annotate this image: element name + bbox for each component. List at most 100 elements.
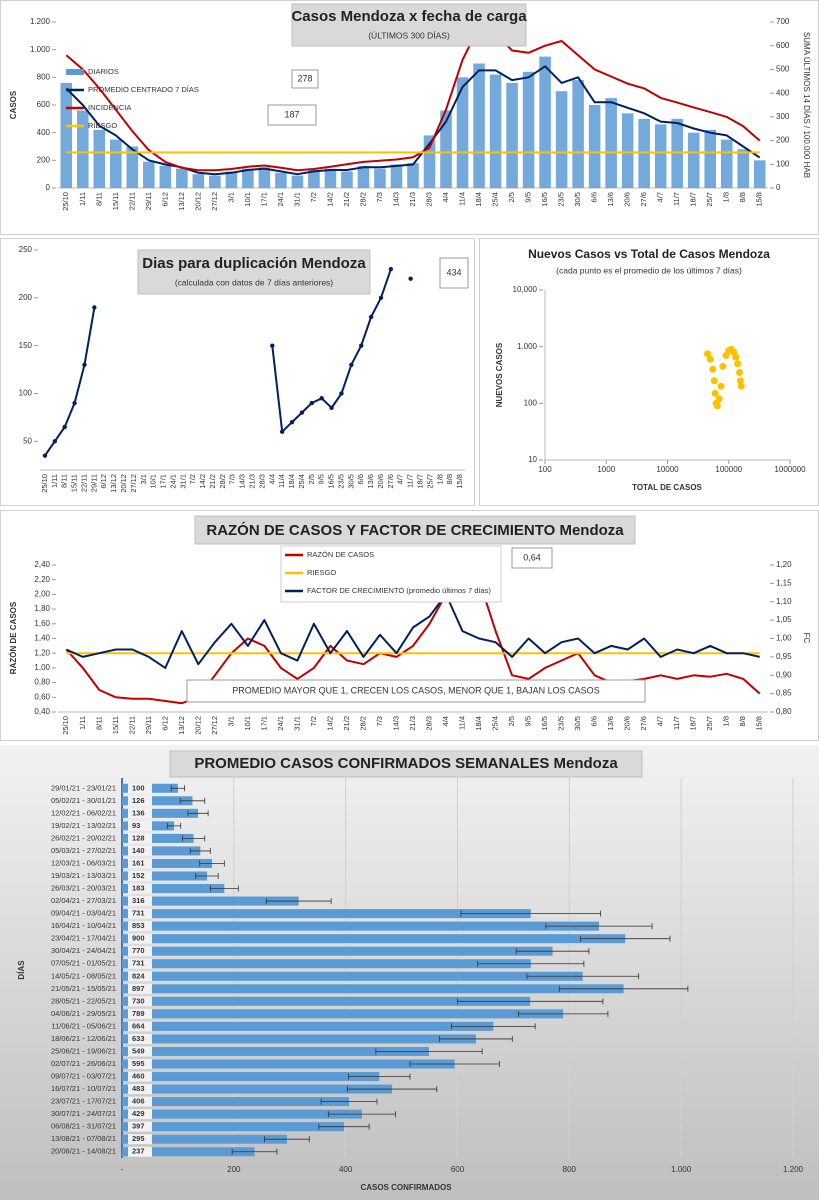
x-tick-label: 14/3	[391, 192, 400, 207]
x-tick-label: 400	[339, 1165, 353, 1174]
x-tick-label: 30/5	[573, 716, 582, 731]
x-tick-label: 23/5	[557, 192, 566, 207]
y-tick-label: 500	[776, 65, 790, 74]
x-tick-label: 21/3	[408, 716, 417, 731]
y-tick-label: 0,80	[34, 678, 50, 687]
y-tick-label: 2,40	[34, 560, 50, 569]
y-tick-label: 400	[776, 88, 790, 97]
y-tick-label: 11/06/21 - 05/06/21	[52, 1021, 117, 1030]
legend-label: RIESGO	[88, 121, 117, 130]
x-tick-label: 15/11	[111, 192, 120, 210]
x-tick-label: 8/8	[738, 192, 747, 202]
x-tick-label: 21/3	[247, 474, 256, 489]
point	[72, 400, 77, 406]
x-tick-label: 2/5	[507, 192, 516, 202]
annotation-box	[291, 69, 319, 89]
x-tick-label: 21/3	[408, 192, 417, 207]
x-tick-label: 1/8	[435, 474, 444, 484]
legend-box	[280, 545, 502, 603]
bar	[555, 91, 568, 188]
y-tick-label: 1,15	[776, 578, 792, 587]
y-tick-label: 200	[19, 293, 33, 302]
annotation: 278	[297, 73, 312, 83]
value-label-bg	[128, 1121, 152, 1132]
point	[737, 382, 745, 390]
x-tick-label: 23/5	[336, 474, 345, 489]
value-label-bg	[128, 833, 152, 844]
legend-label: INCIDENCIA	[88, 103, 131, 112]
value-label-bg	[128, 933, 152, 944]
y-tick-label: 0,80	[776, 707, 792, 716]
bar	[122, 1109, 362, 1119]
value-label-bg	[128, 820, 152, 831]
x-tick-label: 1.200	[783, 1165, 804, 1174]
panel	[0, 510, 819, 741]
bar	[122, 1046, 429, 1056]
x-tick-label: 15/8	[755, 716, 764, 731]
y-tick-label: 06/08/21 - 31/07/21	[51, 1122, 116, 1131]
value-label-bg	[128, 1021, 152, 1032]
value-label-bg	[128, 896, 152, 907]
y-tick-label: 20/08/21 - 14/08/21	[51, 1147, 116, 1156]
x-tick-label: 3/1	[226, 192, 235, 202]
bar	[720, 139, 733, 188]
x-tick-label: 10/1	[243, 192, 252, 207]
x-tick-label: 100	[538, 465, 552, 474]
value-label: 853	[132, 921, 145, 930]
x-tick-label: 7/3	[228, 474, 237, 484]
value-label-bg	[128, 958, 152, 969]
x-tick-label: 28/3	[424, 192, 433, 207]
x-tick-label: 22/11	[127, 192, 136, 210]
y-tick-label: 13/08/21 - 07/08/21	[51, 1134, 116, 1143]
x-tick-label: 25/10	[61, 716, 70, 735]
x-tick-label: 4/4	[267, 474, 276, 484]
bar	[122, 921, 599, 931]
x-tick-label: 11/4	[458, 192, 467, 206]
value-label: 406	[132, 1097, 145, 1106]
bar	[506, 82, 518, 188]
value-label: 460	[132, 1072, 145, 1081]
bar	[122, 884, 225, 894]
x-tick-label: 8/11	[94, 192, 103, 206]
bar	[122, 1009, 564, 1019]
x-tick-label: 11/4	[458, 716, 467, 730]
bar	[209, 175, 221, 188]
annotation-box	[439, 257, 469, 289]
point	[706, 355, 714, 363]
x-tick-label: 1000	[597, 465, 615, 474]
bar	[753, 160, 766, 188]
x-tick-label: 20/6	[623, 192, 632, 207]
x-tick-label: 1/11	[78, 716, 87, 730]
x-tick-label: 31/1	[292, 716, 301, 731]
point	[329, 405, 334, 411]
point	[270, 343, 275, 348]
x-tick-label: 18/4	[474, 192, 483, 207]
y-tick-label: 04/06/21 - 29/05/21	[51, 1009, 116, 1018]
point	[732, 353, 740, 361]
y-tick-label: 16/04/21 - 10/04/21	[51, 921, 116, 930]
y-tick-label: 18/06/21 - 12/06/21	[51, 1034, 116, 1043]
x-tick-label: 27/12	[210, 716, 219, 735]
x-tick-label: 10/1	[243, 716, 252, 731]
x-tick-label: 7/3	[375, 192, 384, 202]
point	[368, 314, 374, 320]
x-tick-label: 13/6	[606, 192, 615, 207]
y2-axis-label: FC	[802, 633, 811, 644]
value-label: 824	[132, 971, 145, 980]
value-label: 161	[132, 858, 145, 867]
y-tick-label: 0,95	[776, 652, 792, 661]
value-label-bg	[128, 795, 152, 806]
x-tick-label: 6/12	[160, 192, 169, 207]
bar	[93, 129, 106, 188]
value-label: 152	[132, 871, 145, 880]
bar	[192, 174, 205, 188]
bar	[407, 163, 419, 188]
y-tick-label: 16/07/21 - 10/07/21	[51, 1084, 116, 1093]
x-axis-label: TOTAL DE CASOS	[632, 483, 702, 492]
x-tick-label: 29/11	[89, 474, 98, 492]
x-tick-label: 29/11	[144, 716, 153, 734]
y-tick-label: 23/07/21 - 17/07/21	[51, 1097, 116, 1106]
point	[734, 360, 742, 368]
bar	[456, 77, 469, 188]
